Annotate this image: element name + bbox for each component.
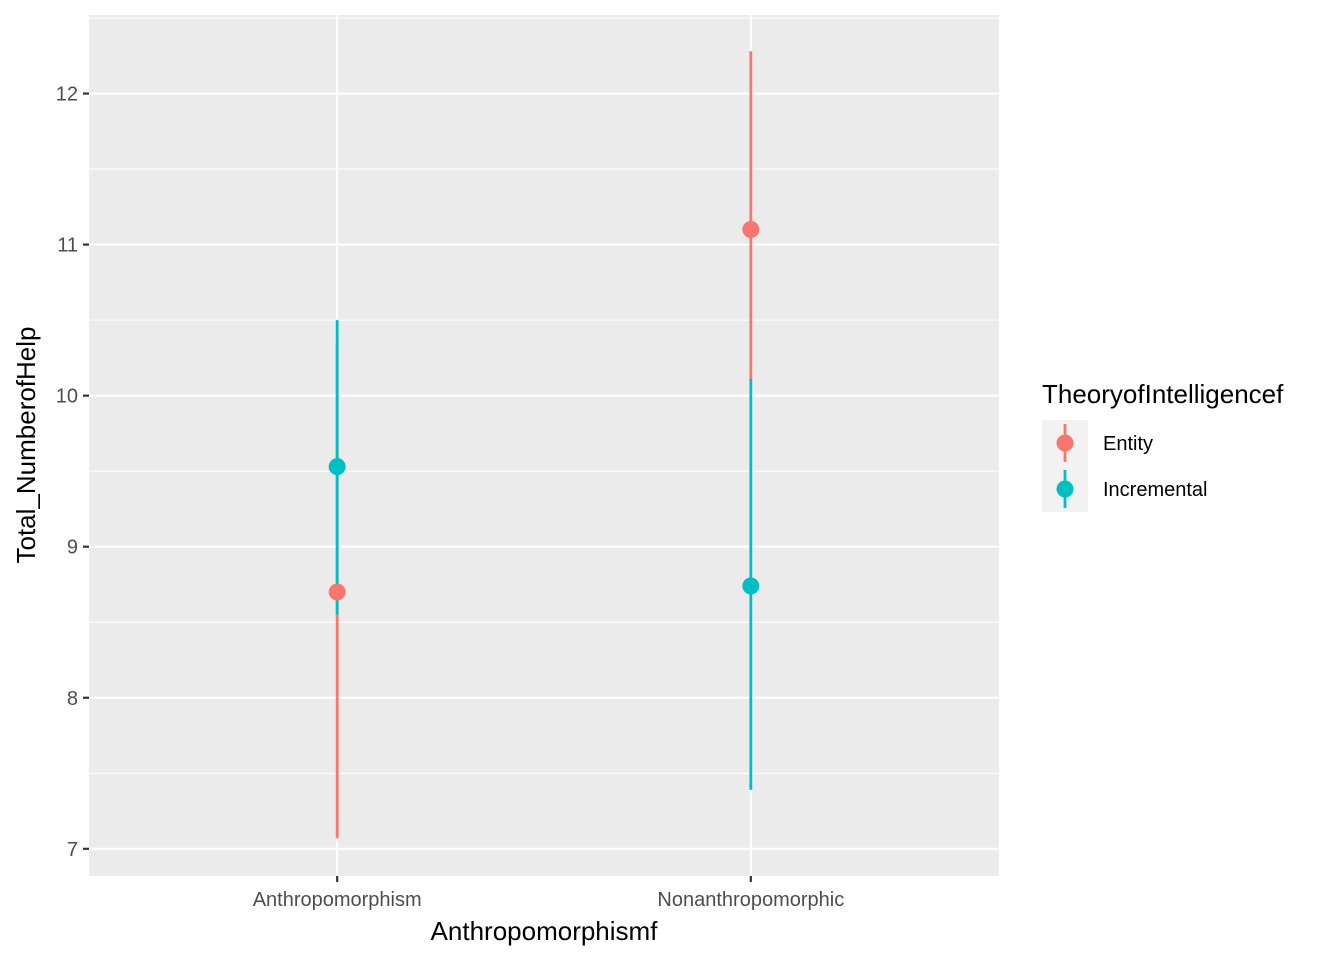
- point-incremental: [328, 458, 346, 476]
- y-axis: 7 8 9 10 11 12: [56, 84, 89, 861]
- x-tick-label: Anthropomorphism: [253, 889, 422, 911]
- x-axis: Anthropomorphism Nonanthropomorphic: [253, 876, 844, 911]
- legend-label: Entity: [1103, 433, 1153, 455]
- legend-items: Entity Incremental: [1042, 420, 1208, 512]
- plot-panel: [89, 15, 999, 876]
- y-tick-label: 12: [56, 84, 78, 106]
- point-entity: [328, 583, 346, 601]
- y-tick-label: 9: [67, 537, 78, 559]
- x-tick-label: Nonanthropomorphic: [657, 889, 844, 911]
- x-axis-title: Anthropomorphismf: [431, 916, 659, 946]
- legend-key-point: [1056, 480, 1074, 498]
- y-tick-label: 8: [67, 688, 78, 710]
- minor-gridlines: [89, 17, 999, 774]
- legend-label: Incremental: [1103, 479, 1208, 501]
- legend-key-point: [1056, 434, 1074, 452]
- data-marks: [328, 51, 760, 839]
- y-axis-title: Total_NumberofHelp: [11, 326, 41, 563]
- legend: TheoryofIntelligencef Entity Incremental: [1042, 379, 1284, 512]
- y-tick-label: 10: [56, 386, 78, 408]
- y-tick-label: 11: [57, 235, 78, 257]
- y-tick-label: 7: [67, 839, 78, 861]
- point-incremental: [742, 577, 760, 595]
- legend-title: TheoryofIntelligencef: [1042, 379, 1284, 409]
- point-entity: [742, 220, 760, 238]
